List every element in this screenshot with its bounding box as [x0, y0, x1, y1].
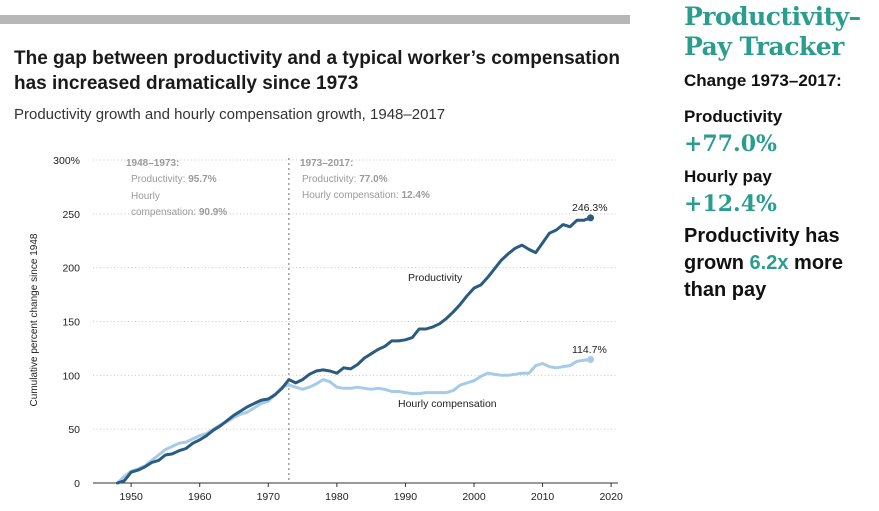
- summary-prefix: Productivity has grown: [684, 225, 840, 274]
- growth-summary: Productivity has grown 6.2x more than pa…: [684, 223, 879, 304]
- y-tick-label: 100: [62, 370, 80, 382]
- series-lines: [115, 214, 595, 485]
- x-tick-label: 1950: [119, 491, 143, 503]
- period1-prod-value: 95.7%: [188, 174, 216, 185]
- series-line-hourly-compensation: [115, 358, 593, 485]
- x-tick-label: 1990: [394, 491, 418, 503]
- end-label-compensation: 114.7%: [572, 344, 607, 356]
- chart-subtitle: Productivity growth and hourly compensat…: [14, 106, 446, 123]
- series-label-productivity: Productivity: [408, 272, 463, 284]
- svg-text:compensation: 90.9%: compensation: 90.9%: [131, 207, 227, 218]
- svg-text:Productivity: 95.7%: Productivity: 95.7%: [131, 174, 217, 185]
- y-axis-label: Cumulative percent change since 1948: [29, 233, 40, 406]
- period-annotations: 1948–1973: Productivity: 95.7% Hourly co…: [126, 158, 430, 218]
- tracker-title-line1: Productivity–: [684, 2, 861, 31]
- top-accent-bar: [0, 15, 630, 24]
- x-tick-label: 2010: [531, 491, 555, 503]
- y-tick-label: 300%: [53, 155, 80, 167]
- series-label-compensation: Hourly compensation: [398, 398, 497, 410]
- summary-suffix: more than pay: [684, 252, 843, 301]
- tracker-panel: Productivity– Pay Tracker Change 1973–20…: [684, 0, 879, 304]
- summary-highlight: 6.2x: [749, 252, 789, 274]
- hourly-pay-label: Hourly pay: [684, 167, 772, 186]
- x-tick-label: 1970: [257, 491, 281, 503]
- gridlines: [93, 159, 618, 430]
- x-tick-label: 1980: [325, 491, 349, 503]
- chart-title: The gap between productivity and a typic…: [14, 48, 621, 94]
- x-tick-label: 2000: [462, 491, 486, 503]
- period2-prod-value: 77.0%: [359, 174, 387, 185]
- x-tick-label: 1960: [188, 491, 212, 503]
- axes: 0 50 100 150 200 250 300% 1950 1960 1970 1980 1990 2…: [53, 155, 623, 503]
- y-tick-label: 0: [74, 478, 80, 490]
- y-tick-label: 200: [62, 263, 80, 275]
- line-chart: 0 50 100 150 200 250 300% 1950 1960 1970 1980 1990 2…: [29, 155, 623, 503]
- hourly-pay-value: +12.4%: [684, 191, 777, 217]
- series-line-productivity: [115, 216, 593, 485]
- tracker-title: Productivity– Pay Tracker: [684, 2, 879, 62]
- y-tick-label: 150: [62, 317, 80, 329]
- productivity-label: Productivity: [684, 107, 783, 126]
- series-labels: Productivity Hourly compensation 246.3% …: [398, 202, 608, 410]
- tracker-title-line2: Pay Tracker: [684, 32, 844, 61]
- end-point-productivity: [587, 214, 595, 222]
- period2-prod-label: Productivity:: [302, 174, 356, 185]
- y-tick-label: 50: [68, 424, 80, 436]
- period1-comp-label1: Hourly: [131, 191, 160, 202]
- y-tick-label: 250: [62, 209, 80, 221]
- period2-comp-label: Hourly compensation:: [302, 190, 399, 201]
- period1-prod-label: Productivity:: [131, 174, 185, 185]
- end-point-hourly-compensation: [587, 356, 595, 364]
- period1-comp-label2: compensation:: [131, 207, 196, 218]
- svg-text:Productivity: 77.0%: Productivity: 77.0%: [302, 174, 388, 185]
- period1-comp-value: 90.9%: [199, 207, 227, 218]
- period1-title: 1948–1973:: [126, 158, 179, 169]
- period2-comp-value: 12.4%: [402, 190, 430, 201]
- period2-title: 1973–2017:: [300, 158, 353, 169]
- productivity-value: +77.0%: [684, 131, 777, 157]
- end-label-productivity: 246.3%: [572, 202, 608, 214]
- svg-text:Hourly compensation: 12.4%: Hourly compensation: 12.4%: [302, 190, 430, 201]
- change-period-label: Change 1973–2017:: [684, 71, 842, 90]
- x-tick-label: 2020: [599, 491, 623, 503]
